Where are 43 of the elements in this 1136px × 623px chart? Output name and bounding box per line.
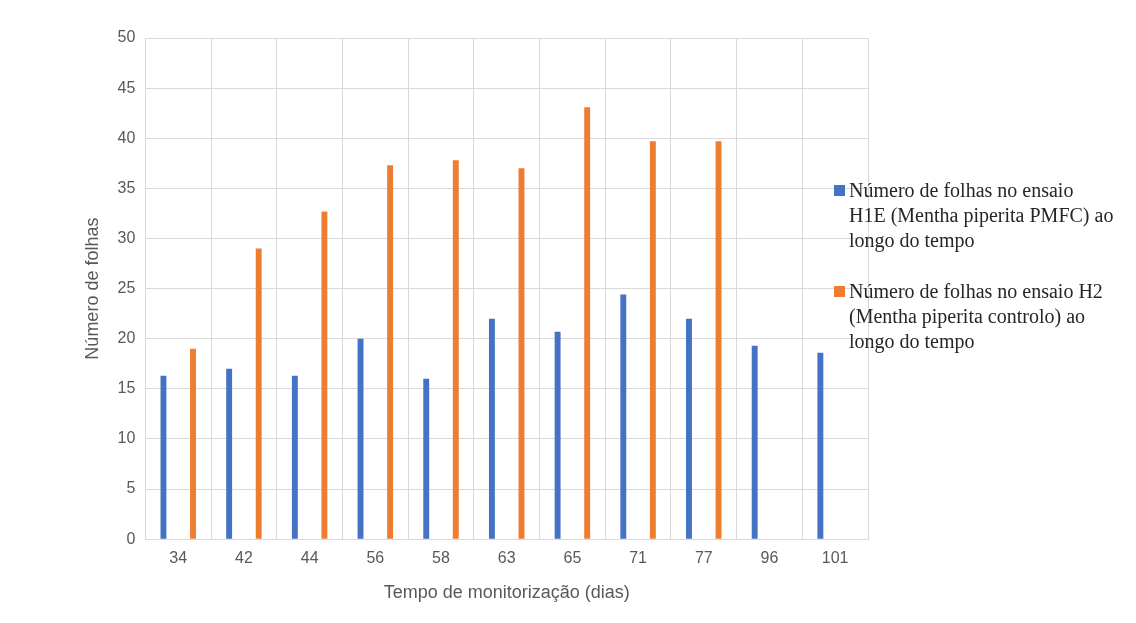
bar xyxy=(255,248,262,539)
y-tick-label: 10 xyxy=(117,429,136,447)
bar xyxy=(686,318,692,539)
y-tick-label: 40 xyxy=(117,128,136,146)
x-tick-label: 65 xyxy=(563,549,582,567)
x-tick-label: 58 xyxy=(432,549,451,567)
bar xyxy=(715,141,722,539)
y-tick-label: 45 xyxy=(117,78,136,96)
bar xyxy=(817,352,824,539)
x-tick-label: 96 xyxy=(760,549,779,567)
y-tick-label: 35 xyxy=(117,178,136,196)
x-axis-title: Tempo de monitorização (dias) xyxy=(383,582,630,603)
x-tick-label: 77 xyxy=(694,549,713,567)
y-tick-label: 50 xyxy=(117,28,136,46)
y-tick-label: 30 xyxy=(117,228,136,246)
x-tick-label: 42 xyxy=(235,549,253,567)
bar xyxy=(488,318,495,539)
bar xyxy=(387,165,394,539)
y-tick-label: 5 xyxy=(126,479,136,497)
y-tick-label: 15 xyxy=(117,379,136,397)
x-tick-label: 71 xyxy=(629,549,648,567)
bar xyxy=(584,107,591,539)
bar xyxy=(190,348,196,539)
bar xyxy=(452,160,459,539)
legend-label: Número de folhas no ensaio H2 (Mentha piperita controlo) ao longo do tempo xyxy=(849,279,1104,354)
y-tick-label: 0 xyxy=(126,529,136,547)
bar xyxy=(291,375,298,539)
y-tick-label: 20 xyxy=(117,329,136,347)
bar xyxy=(649,141,656,539)
x-tick-label: 101 xyxy=(821,549,849,567)
y-axis-title: Número de folhas xyxy=(81,217,102,360)
bar xyxy=(423,378,430,539)
legend-label: Número de folhas no ensaio H1E (Mentha piperita PMFC) ao longo do tempo xyxy=(849,178,1114,253)
x-tick-label: 63 xyxy=(497,549,516,567)
bar xyxy=(321,211,328,539)
x-tick-label: 56 xyxy=(366,549,385,567)
bar xyxy=(554,331,561,539)
bar xyxy=(751,345,758,539)
x-tick-label: 44 xyxy=(300,549,319,567)
y-tick-label: 25 xyxy=(117,279,136,297)
bar xyxy=(226,368,233,539)
bar xyxy=(620,294,627,539)
x-tick-label: 34 xyxy=(169,549,188,567)
